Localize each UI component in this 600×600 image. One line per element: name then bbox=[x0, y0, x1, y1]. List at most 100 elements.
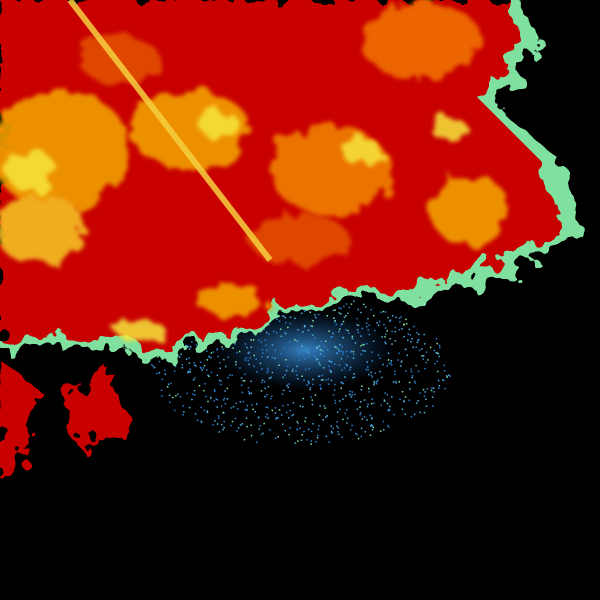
speckle bbox=[315, 316, 317, 319]
speckle bbox=[222, 348, 224, 350]
speckle bbox=[414, 382, 417, 384]
speckle bbox=[370, 424, 372, 426]
speckle bbox=[438, 344, 441, 347]
speckle bbox=[382, 420, 385, 423]
speckle bbox=[443, 379, 445, 382]
speckle bbox=[314, 337, 316, 339]
speckle bbox=[217, 415, 220, 417]
speckle bbox=[303, 326, 306, 328]
speckle bbox=[322, 379, 324, 381]
speckle bbox=[363, 343, 365, 346]
speckle bbox=[313, 354, 315, 357]
speckle bbox=[424, 367, 426, 370]
speckle bbox=[361, 385, 363, 387]
speckle bbox=[266, 394, 268, 396]
speckle bbox=[158, 372, 161, 374]
speckle bbox=[429, 346, 432, 349]
speckle bbox=[271, 395, 273, 397]
speckle bbox=[410, 415, 413, 418]
speckle bbox=[326, 415, 328, 417]
speckle bbox=[422, 388, 425, 391]
speckle bbox=[371, 360, 373, 362]
speckle bbox=[321, 374, 324, 377]
speckle bbox=[321, 349, 324, 352]
speckle bbox=[411, 375, 414, 377]
speckle bbox=[256, 441, 258, 444]
speckle bbox=[286, 384, 288, 387]
speckle bbox=[384, 311, 387, 313]
speckle bbox=[310, 443, 312, 445]
speckle bbox=[387, 426, 390, 428]
speckle bbox=[375, 383, 378, 385]
speckle bbox=[329, 360, 331, 362]
speckle bbox=[349, 429, 352, 431]
speckle bbox=[339, 400, 341, 402]
speckle bbox=[187, 371, 189, 374]
speckle bbox=[394, 370, 396, 373]
speckle bbox=[236, 352, 238, 354]
speckle bbox=[412, 346, 414, 348]
speckle bbox=[278, 320, 281, 322]
speckle bbox=[241, 423, 244, 425]
speckle bbox=[292, 402, 295, 404]
speckle bbox=[289, 390, 291, 392]
weak-echo-speckles bbox=[151, 296, 451, 445]
speckle bbox=[341, 381, 343, 384]
speckle bbox=[246, 346, 248, 349]
speckle bbox=[384, 341, 386, 343]
speckle bbox=[351, 394, 354, 396]
speckle bbox=[314, 356, 317, 358]
speckle bbox=[363, 303, 365, 306]
speckle bbox=[356, 328, 359, 331]
speckle bbox=[330, 371, 332, 373]
speckle bbox=[307, 351, 309, 354]
speckle bbox=[320, 340, 322, 343]
speckle bbox=[360, 389, 362, 391]
speckle bbox=[319, 364, 321, 366]
speckle bbox=[446, 375, 448, 377]
speckle bbox=[208, 375, 210, 378]
speckle bbox=[389, 338, 391, 340]
speckle bbox=[312, 378, 314, 381]
speckle bbox=[218, 431, 220, 433]
speckle bbox=[366, 342, 368, 345]
speckle bbox=[309, 311, 311, 313]
speckle bbox=[347, 312, 349, 315]
speckle bbox=[344, 412, 347, 415]
speckle bbox=[348, 393, 351, 395]
speckle bbox=[226, 398, 229, 400]
speckle bbox=[380, 404, 382, 407]
speckle bbox=[330, 379, 333, 382]
speckle bbox=[359, 406, 361, 408]
speckle bbox=[339, 343, 341, 346]
speckle bbox=[425, 361, 427, 364]
speckle bbox=[202, 367, 205, 369]
speckle bbox=[267, 333, 270, 335]
speckle bbox=[282, 376, 284, 379]
speckle bbox=[194, 413, 197, 415]
speckle bbox=[319, 349, 322, 351]
speckle bbox=[338, 350, 340, 353]
speckle bbox=[415, 402, 418, 404]
speckle bbox=[284, 429, 286, 432]
speckle bbox=[365, 326, 368, 328]
speckle bbox=[265, 344, 267, 346]
speckle bbox=[350, 350, 352, 352]
speckle bbox=[320, 388, 322, 390]
speckle bbox=[330, 370, 332, 373]
speckle bbox=[288, 383, 290, 385]
speckle bbox=[250, 380, 252, 383]
speckle bbox=[391, 330, 393, 333]
speckle bbox=[444, 387, 446, 390]
speckle bbox=[188, 406, 191, 409]
speckle bbox=[343, 305, 345, 308]
speckle bbox=[387, 359, 390, 361]
speckle bbox=[413, 413, 416, 416]
speckle bbox=[278, 364, 280, 366]
speckle bbox=[223, 420, 225, 423]
speckle bbox=[357, 331, 360, 334]
speckle bbox=[439, 346, 441, 349]
speckle bbox=[219, 362, 221, 364]
speckle bbox=[437, 370, 439, 373]
speckle bbox=[366, 419, 368, 421]
